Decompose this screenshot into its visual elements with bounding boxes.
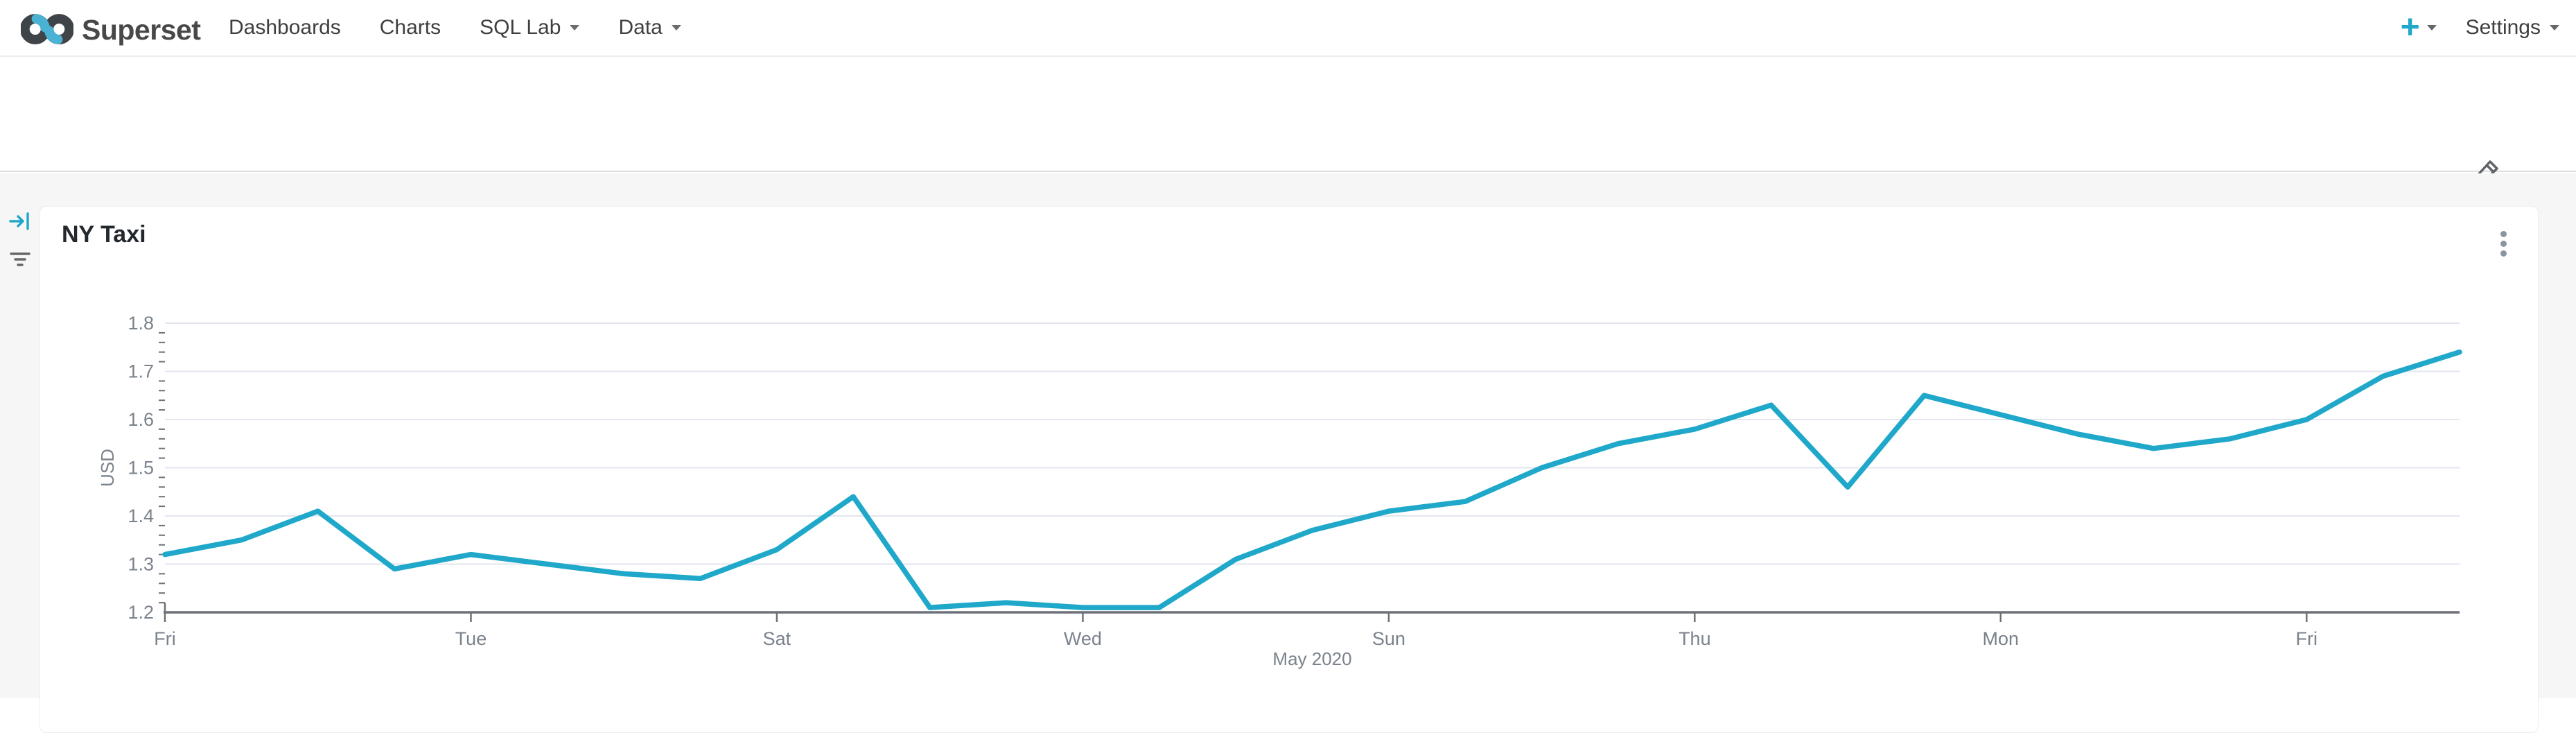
chart-menu-kebab-icon[interactable] [2494, 225, 2514, 263]
x-axis-title: May 2020 [1272, 648, 1351, 669]
svg-text:1.2: 1.2 [128, 602, 154, 623]
svg-text:Thu: Thu [1679, 628, 1711, 649]
chart-card: NY Taxi 1.2 1.3 1.4 1.5 1.6 1.7 1.8 USD Fri Tue Sa… [40, 206, 2539, 733]
svg-text:1.7: 1.7 [128, 361, 154, 382]
chart-title: NY Taxi [62, 221, 146, 248]
svg-text:1.8: 1.8 [128, 313, 154, 334]
svg-text:1.3: 1.3 [128, 554, 154, 575]
dot [2500, 231, 2507, 237]
svg-text:Sat: Sat [763, 628, 791, 649]
dashboard-header: NY Taxi Published [0, 58, 2576, 216]
filter-icon[interactable] [8, 247, 32, 274]
chevron-down-icon [2550, 25, 2559, 31]
x-axis-ticks-labels: Fri Tue Sat Wed Sun Thu Mon Fri [154, 612, 2317, 649]
svg-text:Sun: Sun [1372, 628, 1405, 649]
data-series-line[interactable] [162, 349, 2462, 610]
nav-item-charts[interactable]: Charts [379, 16, 441, 39]
chevron-down-icon [671, 25, 681, 31]
svg-text:Mon: Mon [1983, 628, 2019, 649]
y-axis-labels: 1.2 1.3 1.4 1.5 1.6 1.7 1.8 [128, 313, 154, 623]
dot [2500, 250, 2507, 257]
nav-item-data[interactable]: Data [618, 16, 681, 40]
chevron-down-icon [2426, 25, 2437, 31]
chevron-down-icon [570, 25, 580, 31]
dot [2500, 241, 2507, 247]
navbar-right: + Settings [2401, 0, 2559, 55]
svg-text:1.4: 1.4 [128, 506, 154, 526]
settings-menu[interactable]: Settings [2466, 16, 2559, 40]
svg-text:Wed: Wed [1064, 628, 1102, 649]
nav-item-dashboards[interactable]: Dashboards [229, 16, 341, 39]
main-nav: Dashboards Charts SQL Lab Data [229, 0, 681, 55]
new-item-button[interactable]: + [2401, 11, 2437, 44]
dashboard-body: NY Taxi 1.2 1.3 1.4 1.5 1.6 1.7 1.8 USD Fri Tue Sa… [0, 173, 2576, 733]
plus-icon: + [2400, 9, 2420, 46]
svg-text:1.6: 1.6 [128, 409, 154, 430]
svg-text:Fri: Fri [154, 628, 175, 649]
brand-name[interactable]: Superset [82, 14, 201, 46]
expand-filter-bar-icon[interactable] [8, 209, 32, 236]
y-axis-minor-ticks [159, 331, 165, 604]
nav-item-sql-lab[interactable]: SQL Lab [480, 16, 580, 40]
svg-text:Fri: Fri [2296, 628, 2317, 649]
svg-text:1.5: 1.5 [128, 458, 154, 478]
top-navbar: Superset Dashboards Charts SQL Lab Data … [0, 0, 2576, 57]
line-chart[interactable]: 1.2 1.3 1.4 1.5 1.6 1.7 1.8 USD Fri Tue Sat Wed Sun T… [40, 295, 2539, 712]
svg-text:Tue: Tue [455, 628, 487, 649]
superset-logo-icon[interactable] [19, 13, 75, 49]
y-axis-title: USD [97, 449, 118, 487]
